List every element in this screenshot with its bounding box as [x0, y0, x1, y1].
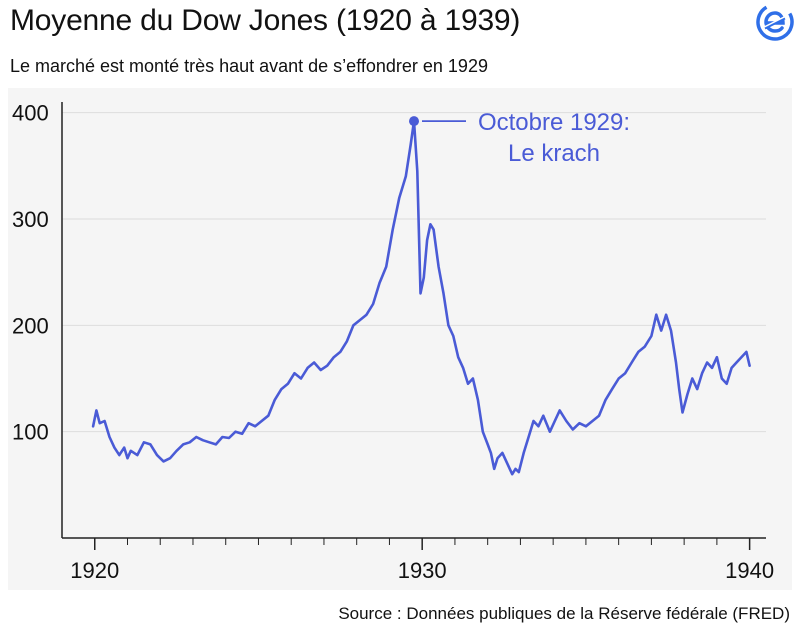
source-note: Source : Données publiques de la Réserve… [338, 604, 790, 623]
y-tick-label: 400 [12, 101, 49, 126]
crash-annotation-line2: Le krach [508, 140, 600, 167]
euronews-e-logo-icon [755, 2, 795, 42]
dow-jones-series-line [91, 119, 751, 476]
y-tick-label: 300 [12, 207, 49, 232]
chart-panel: 100 200 300 400 1920 1930 1940 Octobre 1929: L… [8, 88, 792, 590]
x-tick-label: 1920 [70, 558, 119, 583]
y-tick-label: 100 [12, 420, 49, 445]
dow-jones-line-chart: 100 200 300 400 1920 1930 1940 Octobre 1929: L… [12, 101, 774, 583]
x-tick-label: 1940 [725, 558, 774, 583]
tick-labels: 100 200 300 400 1920 1930 1940 [12, 101, 774, 583]
grid-lines [62, 112, 766, 433]
crash-annotation: Octobre 1929: Le krach [409, 109, 630, 167]
x-tick-label: 1930 [398, 558, 447, 583]
page-title: Moyenne du Dow Jones (1920 à 1939) [10, 4, 521, 37]
axes [61, 102, 766, 539]
crash-peak-marker [409, 116, 419, 127]
y-tick-label: 200 [12, 313, 49, 338]
page-subtitle: Le marché est monté très haut avant de s… [10, 56, 488, 76]
crash-annotation-line1: Octobre 1929: [478, 109, 630, 136]
ticks [93, 538, 751, 550]
